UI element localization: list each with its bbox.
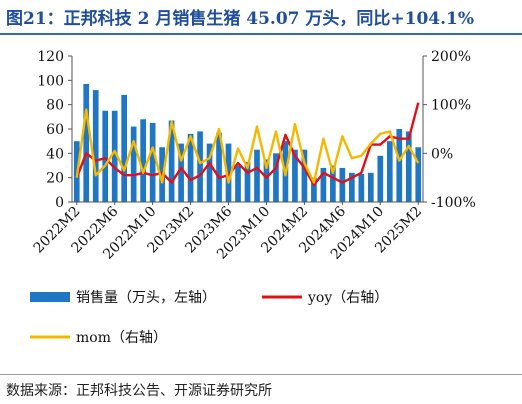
right-tick-label: 0%: [431, 146, 453, 162]
left-tick-label: 0: [55, 195, 64, 211]
yoy-line: [75, 102, 420, 187]
bar: [178, 143, 184, 202]
bar: [92, 90, 99, 202]
chart: 020406080100120-100%0%100%200%2022M22022…: [30, 49, 476, 346]
title-divider: [0, 33, 522, 35]
bar: [197, 131, 203, 202]
bar: [273, 153, 279, 202]
bar-series: [73, 83, 422, 202]
bar: [244, 161, 251, 202]
bar: [415, 147, 422, 202]
legend-swatch-bar: [30, 292, 70, 302]
bar: [339, 167, 346, 202]
right-tick-label: -100%: [431, 195, 476, 211]
bar: [187, 133, 194, 202]
left-tick-label: 100: [37, 73, 64, 89]
bar: [102, 110, 109, 202]
bar: [263, 159, 270, 202]
bar: [367, 172, 374, 202]
bar: [111, 110, 118, 202]
bar: [121, 94, 128, 202]
bar: [386, 141, 393, 202]
bar: [254, 149, 260, 202]
mom-line: [75, 108, 420, 184]
left-tick-label: 120: [37, 49, 64, 65]
bar: [311, 177, 317, 202]
legend-label-mom: mom（右轴）: [76, 330, 167, 346]
bar: [159, 147, 165, 202]
bar: [130, 126, 137, 202]
right-tick-label: 100%: [431, 98, 471, 114]
bar: [216, 132, 222, 202]
left-tick-label: 20: [46, 171, 64, 187]
bar: [330, 165, 336, 202]
bar: [358, 174, 365, 202]
legend-label-yoy: yoy（右轴）: [307, 290, 388, 306]
bar: [206, 143, 213, 202]
bar: [140, 119, 146, 202]
right-tick-label: 200%: [431, 49, 471, 65]
bar: [149, 122, 156, 202]
legend-label-sales: 销售量（万头，左轴）: [76, 290, 216, 306]
bar: [301, 149, 308, 202]
bar: [320, 167, 327, 202]
bar: [349, 172, 355, 202]
left-tick-label: 60: [46, 122, 64, 138]
bar: [168, 120, 175, 202]
bar: [405, 131, 412, 202]
legend: 销售量（万头，左轴） yoy（右轴） mom（右轴）: [30, 290, 388, 346]
page-title: 图21：正邦科技 2 月销售生猪 45.07 万头，同比+104.1%: [6, 9, 475, 29]
footer-divider: [0, 374, 522, 375]
bar: [396, 129, 403, 202]
bar: [377, 155, 384, 202]
bar: [292, 149, 298, 202]
bar: [235, 165, 241, 202]
left-tick-label: 40: [46, 146, 64, 162]
data-source: 数据来源：正邦科技公告、开源证券研究所: [6, 383, 272, 399]
left-tick-label: 80: [46, 98, 64, 114]
bar: [225, 143, 232, 202]
line-series: [75, 102, 420, 187]
bar: [83, 83, 90, 202]
